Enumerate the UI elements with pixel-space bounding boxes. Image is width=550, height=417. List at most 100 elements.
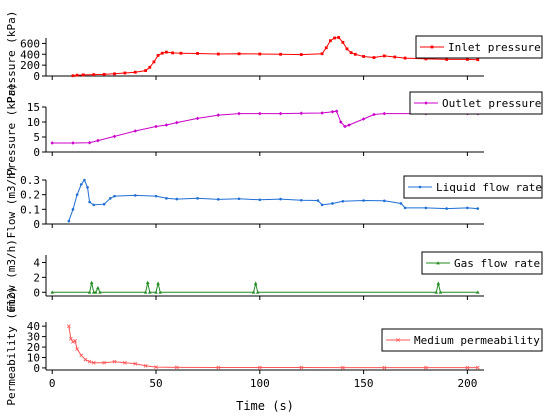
data-point	[476, 58, 480, 62]
legend-marker	[436, 261, 440, 265]
data-point	[399, 202, 403, 205]
y-tick-label: 600	[20, 37, 40, 50]
data-point	[164, 123, 169, 127]
legend-box	[403, 175, 543, 199]
data-point	[143, 290, 148, 294]
legend: Inlet pressure	[415, 35, 543, 59]
data-point	[278, 111, 283, 116]
data-point	[333, 36, 336, 40]
y-tick-label: 5	[33, 131, 40, 144]
data-point	[476, 207, 480, 210]
data-point	[383, 199, 386, 203]
data-point	[87, 359, 92, 364]
data-point	[71, 208, 75, 211]
data-point	[123, 71, 127, 75]
data-point	[340, 365, 345, 370]
legend: Outlet pressure	[409, 91, 543, 115]
data-point	[92, 73, 96, 77]
data-point	[445, 58, 449, 61]
data-point	[258, 198, 262, 202]
data-point	[156, 281, 160, 285]
data-point	[423, 365, 428, 370]
series-line	[68, 326, 478, 369]
y-tick-label: 30	[27, 331, 40, 344]
series-gas-flow-rate	[50, 280, 480, 294]
data-point	[73, 338, 77, 343]
panel-2: 0 5 10 15 Pressure (kPa) Outlet pressure	[5, 83, 543, 176]
data-point	[133, 361, 138, 366]
data-point	[465, 58, 469, 61]
data-point	[122, 360, 127, 365]
data-point	[171, 51, 175, 55]
data-point	[465, 365, 470, 370]
data-point	[324, 46, 328, 50]
data-point	[79, 353, 84, 358]
series-line	[52, 110, 478, 144]
data-point	[341, 40, 345, 44]
data-point	[382, 111, 387, 116]
x-tick-label: 150	[354, 377, 374, 390]
data-point	[154, 290, 158, 294]
data-point	[466, 206, 469, 210]
data-point	[102, 360, 107, 365]
data-point	[92, 203, 96, 207]
y-tick-label: 2	[33, 271, 40, 284]
data-point	[345, 47, 349, 51]
data-point	[216, 198, 220, 201]
data-point	[334, 109, 339, 113]
legend-marker	[424, 101, 428, 105]
data-point	[87, 140, 92, 145]
legend-box	[415, 35, 543, 59]
y-tick-label: 0	[33, 286, 40, 299]
y-tick-label: 0.2	[20, 189, 40, 202]
data-point	[87, 290, 92, 294]
data-point	[320, 111, 324, 115]
data-point	[75, 347, 80, 352]
data-point	[424, 206, 428, 210]
data-point	[299, 111, 304, 116]
data-point	[300, 198, 303, 202]
data-point	[133, 70, 137, 74]
data-point	[257, 365, 262, 370]
data-point	[112, 359, 117, 364]
x-tick-label: 200	[457, 377, 477, 390]
data-point	[434, 290, 439, 294]
data-point	[436, 281, 441, 285]
data-point	[69, 336, 73, 341]
data-point	[255, 290, 260, 294]
y-tick-label: 4	[33, 256, 40, 269]
data-point	[88, 200, 91, 204]
data-point	[393, 55, 397, 59]
series-medium-permeability	[66, 324, 480, 370]
data-point	[154, 124, 158, 129]
data-point	[96, 286, 100, 290]
legend-marker	[418, 185, 422, 189]
data-point	[81, 73, 85, 77]
data-point	[94, 290, 98, 294]
data-point	[216, 113, 221, 117]
series-line	[72, 36, 478, 77]
data-point	[475, 290, 480, 294]
data-point	[320, 52, 324, 56]
data-point	[196, 197, 199, 200]
data-point	[237, 111, 241, 116]
data-point	[102, 202, 106, 206]
legend-marker	[396, 338, 400, 342]
data-point	[279, 52, 282, 56]
data-point	[179, 51, 183, 55]
data-point	[382, 365, 387, 370]
data-point	[113, 72, 116, 76]
data-point	[361, 117, 366, 121]
data-point	[341, 199, 345, 203]
data-point	[154, 365, 158, 369]
data-point	[216, 52, 220, 56]
data-point	[195, 116, 200, 121]
legend-label: Outlet pressure	[442, 97, 541, 110]
data-point	[320, 203, 324, 207]
data-point	[133, 194, 137, 197]
data-point	[75, 73, 79, 77]
data-point	[50, 290, 55, 294]
